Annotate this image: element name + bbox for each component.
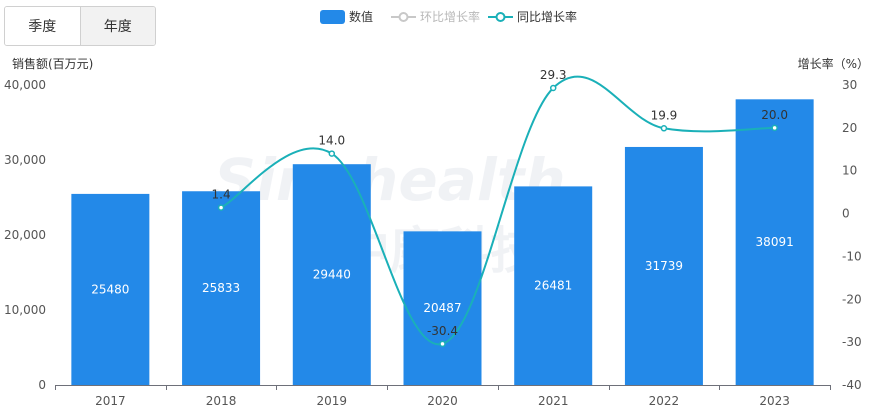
bar-2019[interactable] — [292, 164, 371, 385]
y2-tick-label: -20 — [842, 292, 862, 306]
bar-2018[interactable] — [182, 191, 261, 385]
bar-2017[interactable] — [71, 193, 150, 385]
bar-2023[interactable] — [735, 99, 814, 385]
yoy-point-label: 19.9 — [651, 108, 678, 122]
bar-value-label: 38091 — [756, 235, 794, 249]
yoy-point-2018[interactable] — [217, 204, 225, 211]
tab-yearly[interactable]: 年度 — [79, 7, 155, 45]
legend-label-1[interactable]: 环比增长率 — [420, 9, 480, 24]
yoy-point-2022[interactable] — [660, 125, 668, 132]
yoy-point-2021[interactable] — [549, 84, 557, 92]
x-tick-label: 2018 — [206, 394, 237, 408]
x-tick-label: 2019 — [317, 394, 348, 408]
yoy-point-label: 14.0 — [318, 134, 345, 148]
bar-value-label: 20487 — [423, 301, 461, 315]
bar-value-label: 29440 — [313, 268, 351, 282]
y2-tick-label: -30 — [842, 335, 862, 349]
x-tick-label: 2022 — [649, 394, 680, 408]
y2-tick-label: 0 — [842, 207, 850, 221]
yoy-point-label: 1.4 — [212, 188, 231, 202]
y2-tick-label: 10 — [842, 164, 857, 178]
y-tick-label: 0 — [38, 378, 46, 392]
period-tabs: 季度 年度 — [4, 6, 156, 46]
y-tick-label: 10,000 — [4, 303, 46, 317]
y2-axis-title: 增长率（%） — [798, 56, 869, 71]
axes: 2017 2018 2019 2020 2021 2022 2023 0 10,000 20,00… — [4, 78, 862, 408]
y-tick-label: 20,000 — [4, 228, 46, 242]
y-tick-label: 40,000 — [4, 78, 46, 92]
legend-label-0[interactable]: 数值 — [349, 9, 373, 24]
legend: 数值 环比增长率 同比增长率 — [320, 9, 577, 24]
legend-marker-1[interactable] — [398, 12, 409, 22]
yoy-point-2023[interactable] — [771, 124, 778, 132]
bar-2022[interactable] — [624, 146, 703, 385]
yoy-point-label: 29.3 — [540, 68, 567, 82]
y2-tick-label: 30 — [842, 78, 857, 92]
yoy-line: 1.4 14.0 -30.4 29.3 19.9 20.0 — [212, 68, 788, 348]
yoy-point-2020[interactable] — [439, 340, 446, 348]
legend-marker-2[interactable] — [495, 12, 506, 22]
x-tick-label: 2021 — [538, 394, 569, 408]
bar-2021[interactable] — [514, 186, 593, 385]
y2-tick-label: 20 — [842, 121, 857, 135]
y2-tick-label: -40 — [842, 378, 862, 392]
yoy-point-label: -30.4 — [427, 324, 458, 338]
bar-value-label: 26481 — [534, 279, 572, 293]
bar-value-label: 31739 — [645, 259, 683, 273]
legend-label-2[interactable]: 同比增长率 — [517, 9, 577, 24]
x-tick-label: 2020 — [427, 394, 458, 408]
bar-value-label: 25480 — [91, 282, 129, 296]
y2-tick-label: -10 — [842, 249, 862, 263]
bar-value-label: 25833 — [202, 281, 240, 295]
watermark-line1: Sinohealth — [214, 146, 565, 214]
bars: 25480 25833 29440 20487 26481 31739 38091 — [71, 99, 814, 385]
tab-quarterly[interactable]: 季度 — [5, 7, 80, 45]
y-axis-title: 销售额(百万元) — [12, 56, 93, 71]
legend-swatch-value[interactable] — [320, 10, 345, 24]
yoy-point-2019[interactable] — [328, 150, 336, 157]
x-tick-label: 2023 — [759, 394, 790, 408]
y-tick-label: 30,000 — [4, 153, 46, 167]
yoy-point-label: 20.0 — [761, 108, 788, 122]
watermark: Sinohealth 中康科技 — [214, 146, 565, 280]
x-tick-label: 2017 — [95, 394, 126, 408]
